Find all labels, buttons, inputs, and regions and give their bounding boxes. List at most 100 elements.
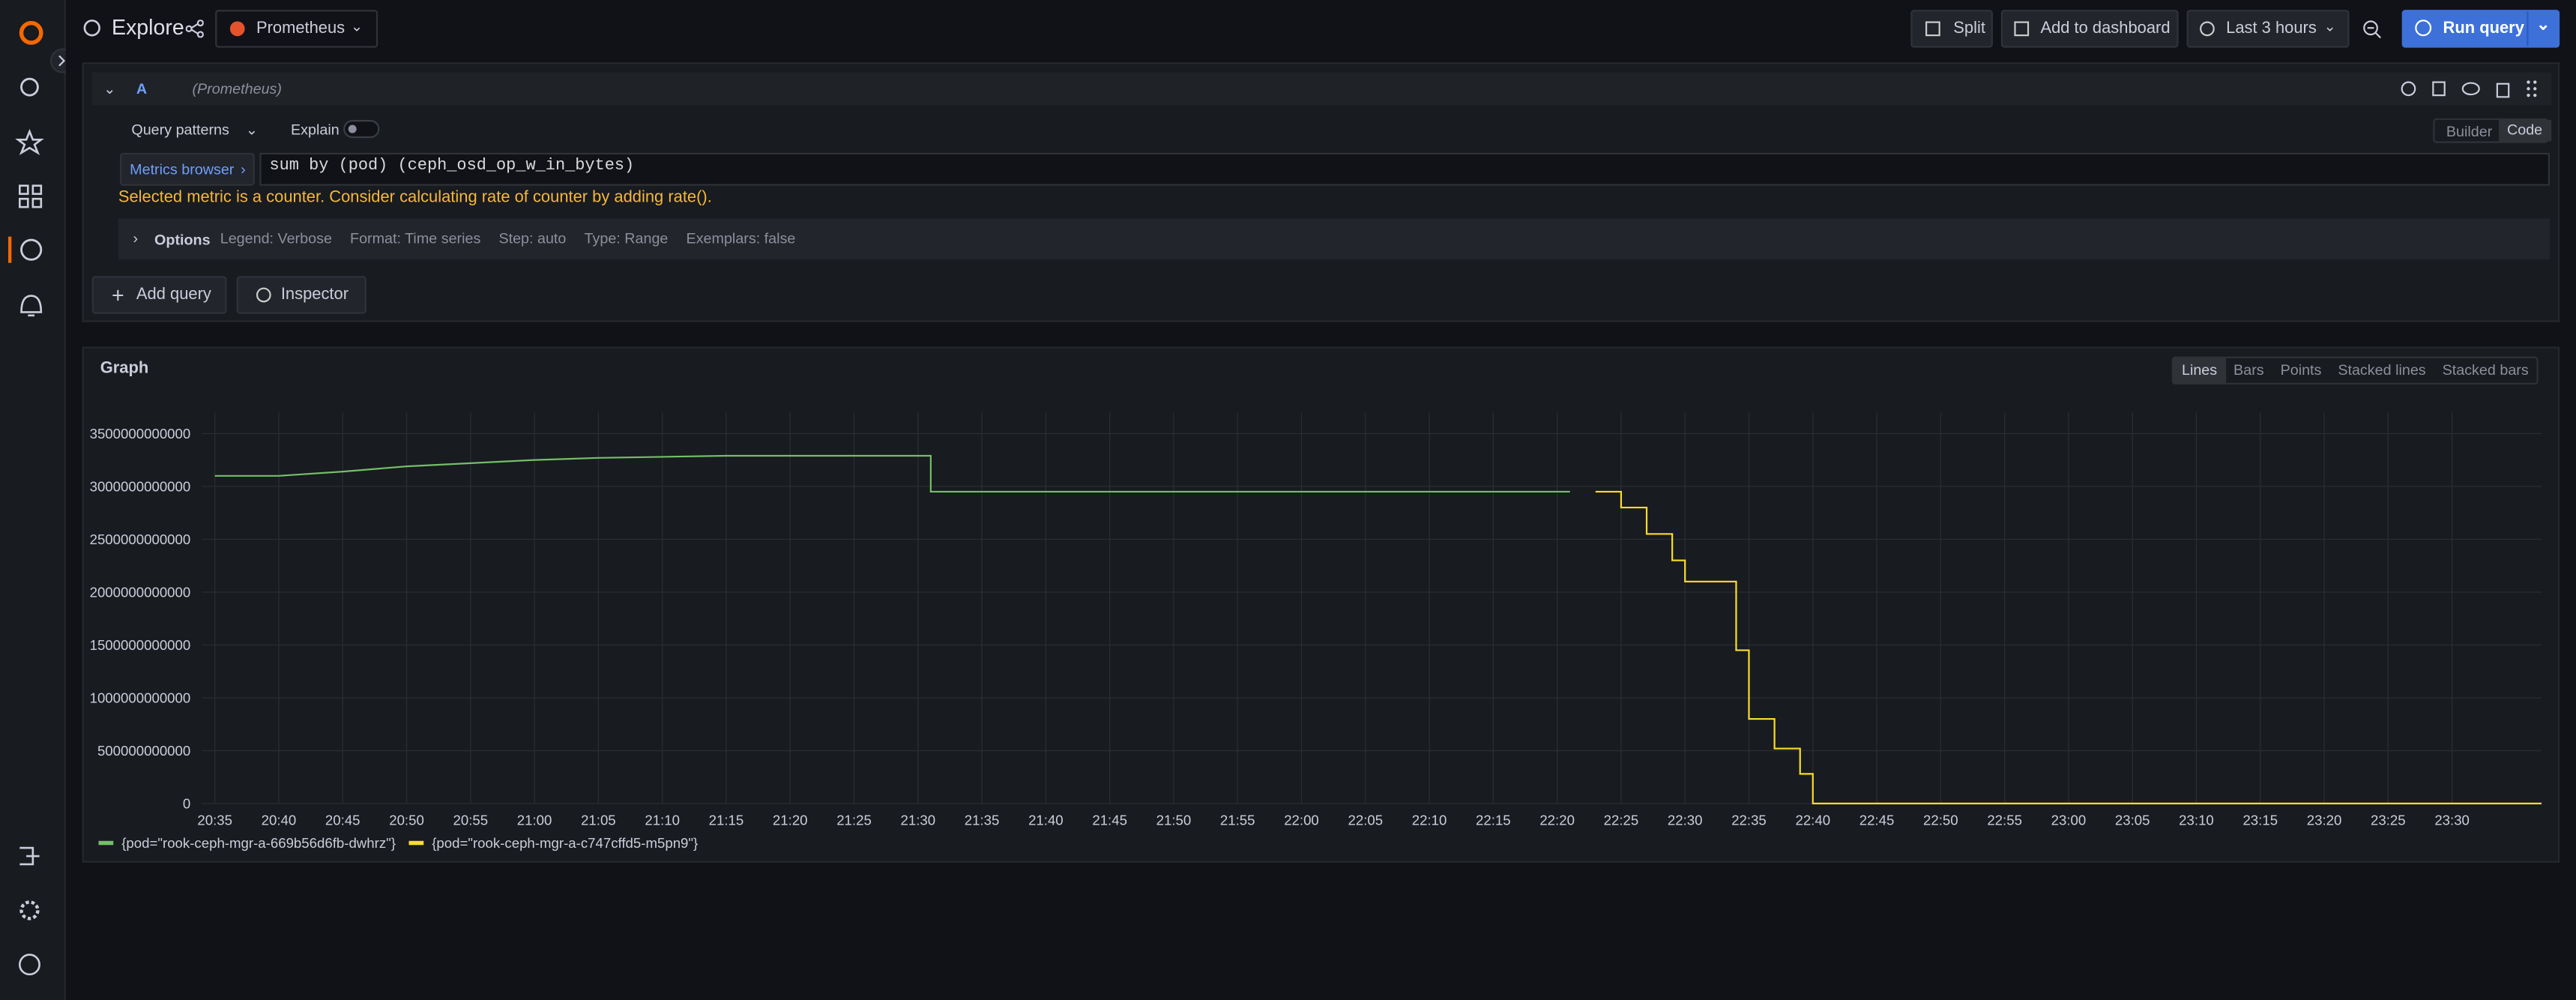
add-query-button[interactable]: + Add query xyxy=(91,276,227,314)
option-item: Exemplars: false xyxy=(686,229,796,247)
view-mode[interactable]: Lines xyxy=(2174,358,2226,383)
mode-builder[interactable]: Builder xyxy=(2446,123,2493,140)
sign-in-icon[interactable] xyxy=(19,846,40,866)
collapse-chevron[interactable]: ⌄ xyxy=(103,80,116,97)
settings-icon[interactable] xyxy=(19,900,40,921)
metrics-browser-button[interactable]: Metrics browser › xyxy=(120,152,255,186)
x-tick-label: 23:05 xyxy=(2115,812,2150,828)
option-item: Step: auto xyxy=(498,229,567,247)
delete-action[interactable] xyxy=(2496,82,2510,98)
x-tick-label: 22:05 xyxy=(1348,812,1383,828)
inspector-label: Inspector xyxy=(280,286,349,304)
dashboard-icon xyxy=(2014,21,2030,37)
x-tick-label: 22:30 xyxy=(1668,812,1703,828)
chevron: ⌄ xyxy=(2323,18,2337,35)
plus-icon: + xyxy=(112,283,124,307)
x-tick-label: 20:55 xyxy=(453,812,489,828)
page-title: Explore xyxy=(112,14,184,40)
x-tick-label: 22:40 xyxy=(1795,812,1830,828)
x-tick-label: 22:45 xyxy=(1859,812,1895,828)
logo[interactable] xyxy=(19,20,43,45)
query-ref-id: A xyxy=(136,80,148,97)
legend-label[interactable]: {pod="rook-ceph-mgr-a-c747cffd5-m5pn9"} xyxy=(432,835,698,851)
alerting-icon[interactable] xyxy=(20,295,43,317)
mode-code[interactable]: Code xyxy=(2499,120,2551,142)
query-editor[interactable] xyxy=(259,152,2550,186)
add-to-dashboard-button[interactable]: Add to dashboard xyxy=(2000,10,2179,48)
options-chevron: › xyxy=(133,229,139,247)
x-tick-label: 22:10 xyxy=(1412,812,1447,828)
y-tick-label: 3500000000000 xyxy=(90,426,191,442)
view-mode[interactable]: Stacked bars xyxy=(2442,361,2529,379)
x-tick-label: 21:35 xyxy=(965,812,1000,828)
x-tick-label: 23:10 xyxy=(2179,812,2214,828)
y-tick-label: 0 xyxy=(183,795,190,811)
time-picker[interactable]: Last 3 hours ⌄ xyxy=(2186,10,2350,48)
explain-label: Explain xyxy=(290,121,340,139)
x-tick-label: 22:35 xyxy=(1731,812,1767,828)
nav-expand[interactable] xyxy=(49,48,66,73)
run-query-dropdown[interactable]: ⌄ xyxy=(2527,11,2558,46)
drag-handle[interactable] xyxy=(2527,80,2537,97)
query-patterns[interactable]: Query patterns ⌄ xyxy=(131,120,258,139)
run-query-label: Run query xyxy=(2443,19,2524,38)
x-tick-label: 22:15 xyxy=(1476,812,1511,828)
info-icon xyxy=(256,287,271,303)
x-tick-label: 20:35 xyxy=(197,812,232,828)
split-button[interactable]: Split xyxy=(1910,10,1993,48)
option-item: Type: Range xyxy=(584,229,669,247)
x-tick-label: 22:25 xyxy=(1604,812,1639,828)
x-tick-label: 23:25 xyxy=(2371,812,2406,828)
counter-warning: Selected metric is a counter. Consider c… xyxy=(118,189,712,208)
chevron: ⌄ xyxy=(245,121,259,139)
inspector-button[interactable]: Inspector xyxy=(236,276,367,314)
starred-icon[interactable] xyxy=(15,128,44,155)
duplicate-action[interactable] xyxy=(2432,81,2446,97)
x-tick-label: 22:20 xyxy=(1539,812,1575,828)
graph-title: Graph xyxy=(100,360,149,379)
x-tick-label: 21:05 xyxy=(581,812,616,828)
metrics-browser-label: Metrics browser xyxy=(130,160,235,178)
x-tick-label: 23:30 xyxy=(2434,812,2470,828)
y-tick-label: 3000000000000 xyxy=(90,478,191,494)
view-mode[interactable]: Points xyxy=(2280,361,2322,379)
help-action[interactable] xyxy=(2401,81,2416,97)
legend-label[interactable]: {pod="rook-ceph-mgr-a-669b56d6fb-dwhrz"} xyxy=(121,835,396,851)
options-bar[interactable] xyxy=(118,218,2550,260)
explain-toggle[interactable] xyxy=(343,120,380,139)
x-tick-label: 21:15 xyxy=(709,812,744,828)
query-datasource: (Prometheus) xyxy=(192,80,282,97)
y-tick-label: 500000000000 xyxy=(97,743,190,759)
x-tick-label: 21:50 xyxy=(1156,812,1192,828)
explore-icon[interactable] xyxy=(20,238,43,261)
search-icon[interactable] xyxy=(20,77,39,97)
view-mode[interactable]: Stacked lines xyxy=(2338,361,2426,379)
y-tick-label: 2500000000000 xyxy=(90,531,191,547)
view-mode[interactable]: Bars xyxy=(2233,361,2264,379)
x-tick-label: 21:40 xyxy=(1028,812,1064,828)
query-row-header xyxy=(91,72,2552,106)
share-icon[interactable] xyxy=(185,19,204,38)
explore-icon xyxy=(83,19,100,37)
datasource-name: Prometheus xyxy=(256,19,346,38)
x-tick-label: 22:50 xyxy=(1923,812,1958,828)
series-line xyxy=(1595,490,2542,804)
help-icon[interactable] xyxy=(18,954,40,976)
y-tick-label: 2000000000000 xyxy=(90,584,191,600)
zoom-out-icon[interactable] xyxy=(2362,19,2382,39)
chevron: › xyxy=(241,160,246,178)
run-query-button[interactable]: Run query ⌄ xyxy=(2401,10,2560,48)
x-tick-label: 21:30 xyxy=(900,812,935,828)
datasource-picker[interactable]: Prometheus ⌄ xyxy=(215,10,378,48)
x-tick-label: 20:45 xyxy=(325,812,361,828)
nav-expand-chevron xyxy=(58,55,66,67)
dashboards-icon[interactable] xyxy=(18,184,43,208)
add-query-label: Add query xyxy=(136,286,211,304)
options-label: Options xyxy=(154,232,211,248)
x-tick-label: 22:55 xyxy=(1987,812,2022,828)
side-nav xyxy=(0,0,66,1000)
x-tick-label: 23:15 xyxy=(2242,812,2278,828)
hide-action[interactable] xyxy=(2461,82,2480,96)
